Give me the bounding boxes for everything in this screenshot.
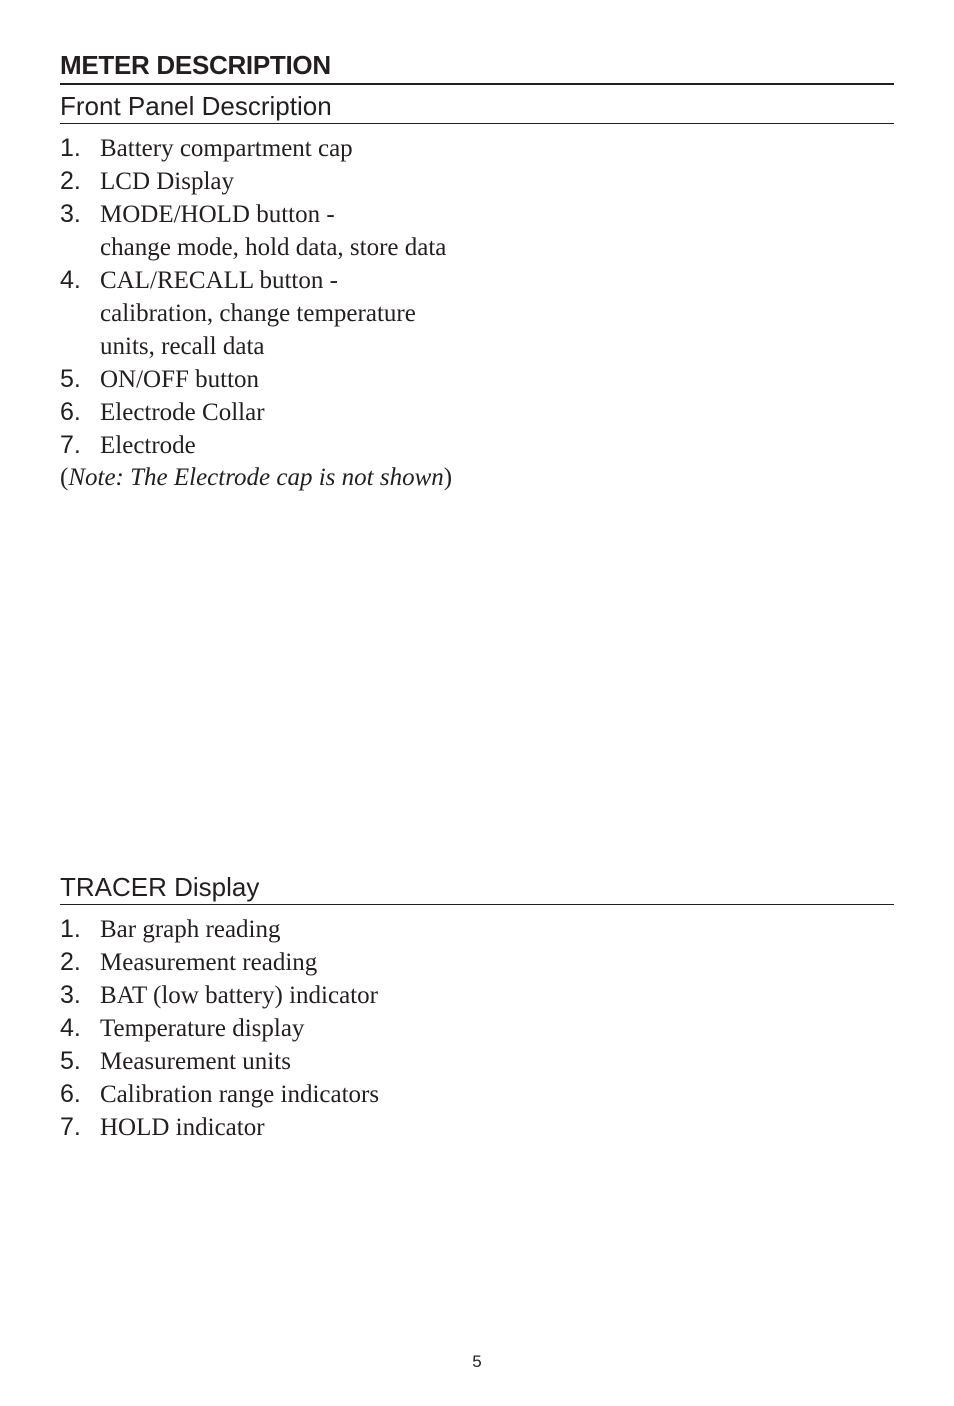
item-number: 3. xyxy=(60,198,100,231)
item-text: Measurement reading xyxy=(100,946,317,979)
list-item: 1. Battery compartment cap xyxy=(60,132,894,165)
list-item: 4. Temperature display xyxy=(60,1012,894,1045)
list-item: 5. ON/OFF button xyxy=(60,363,894,396)
item-number: 3. xyxy=(60,979,100,1012)
item-text: CAL/RECALL button - calibration, change … xyxy=(100,264,416,363)
item-number: 4. xyxy=(60,1012,100,1045)
item-text: Electrode xyxy=(100,429,196,462)
list-item: 2. LCD Display xyxy=(60,165,894,198)
item-line1: CAL/RECALL button - xyxy=(100,267,338,294)
item-number: 1. xyxy=(60,132,100,165)
item-text: LCD Display xyxy=(100,165,234,198)
page-number: 5 xyxy=(0,1352,954,1372)
list-item: 2. Measurement reading xyxy=(60,946,894,979)
front-panel-heading: Front Panel Description xyxy=(60,91,894,124)
item-line2: calibration, change temperature xyxy=(100,300,416,327)
item-number: 7. xyxy=(60,429,100,462)
list-item: 6. Calibration range indicators xyxy=(60,1078,894,1111)
list-item: 3. BAT (low battery) indicator xyxy=(60,979,894,1012)
item-number: 6. xyxy=(60,396,100,429)
tracer-heading: TRACER Display xyxy=(60,872,894,905)
electrode-note: (Note: The Electrode cap is not shown) xyxy=(60,464,894,492)
item-text: Measurement units xyxy=(100,1045,291,1078)
item-line1: MODE/HOLD button - xyxy=(100,201,335,228)
item-text: ON/OFF button xyxy=(100,363,259,396)
item-number: 2. xyxy=(60,946,100,979)
item-line3: units, recall data xyxy=(100,333,265,360)
item-number: 6. xyxy=(60,1078,100,1111)
list-item: 6. Electrode Collar xyxy=(60,396,894,429)
item-text: HOLD indicator xyxy=(100,1111,265,1144)
item-text: Electrode Collar xyxy=(100,396,265,429)
item-number: 5. xyxy=(60,1045,100,1078)
front-panel-list: 1. Battery compartment cap 2. LCD Displa… xyxy=(60,132,894,462)
list-item: 3. MODE/HOLD button - change mode, hold … xyxy=(60,198,894,264)
tracer-section: TRACER Display 1. Bar graph reading 2. M… xyxy=(60,872,894,1144)
item-text: MODE/HOLD button - change mode, hold dat… xyxy=(100,198,446,264)
note-italic: Note: The Electrode cap is not shown xyxy=(68,464,443,491)
section-heading: METER DESCRIPTION xyxy=(60,50,894,85)
item-number: 4. xyxy=(60,264,100,297)
item-text: Temperature display xyxy=(100,1012,304,1045)
item-text: Bar graph reading xyxy=(100,913,280,946)
item-number: 5. xyxy=(60,363,100,396)
list-item: 1. Bar graph reading xyxy=(60,913,894,946)
item-number: 7. xyxy=(60,1111,100,1144)
item-line2: change mode, hold data, store data xyxy=(100,234,446,261)
item-number: 2. xyxy=(60,165,100,198)
list-item: 7. HOLD indicator xyxy=(60,1111,894,1144)
note-close: ) xyxy=(444,464,452,491)
item-number: 1. xyxy=(60,913,100,946)
list-item: 7. Electrode xyxy=(60,429,894,462)
item-text: Calibration range indicators xyxy=(100,1078,379,1111)
item-text: Battery compartment cap xyxy=(100,132,353,165)
list-item: 4. CAL/RECALL button - calibration, chan… xyxy=(60,264,894,363)
item-text: BAT (low battery) indicator xyxy=(100,979,378,1012)
tracer-list: 1. Bar graph reading 2. Measurement read… xyxy=(60,913,894,1144)
list-item: 5. Measurement units xyxy=(60,1045,894,1078)
